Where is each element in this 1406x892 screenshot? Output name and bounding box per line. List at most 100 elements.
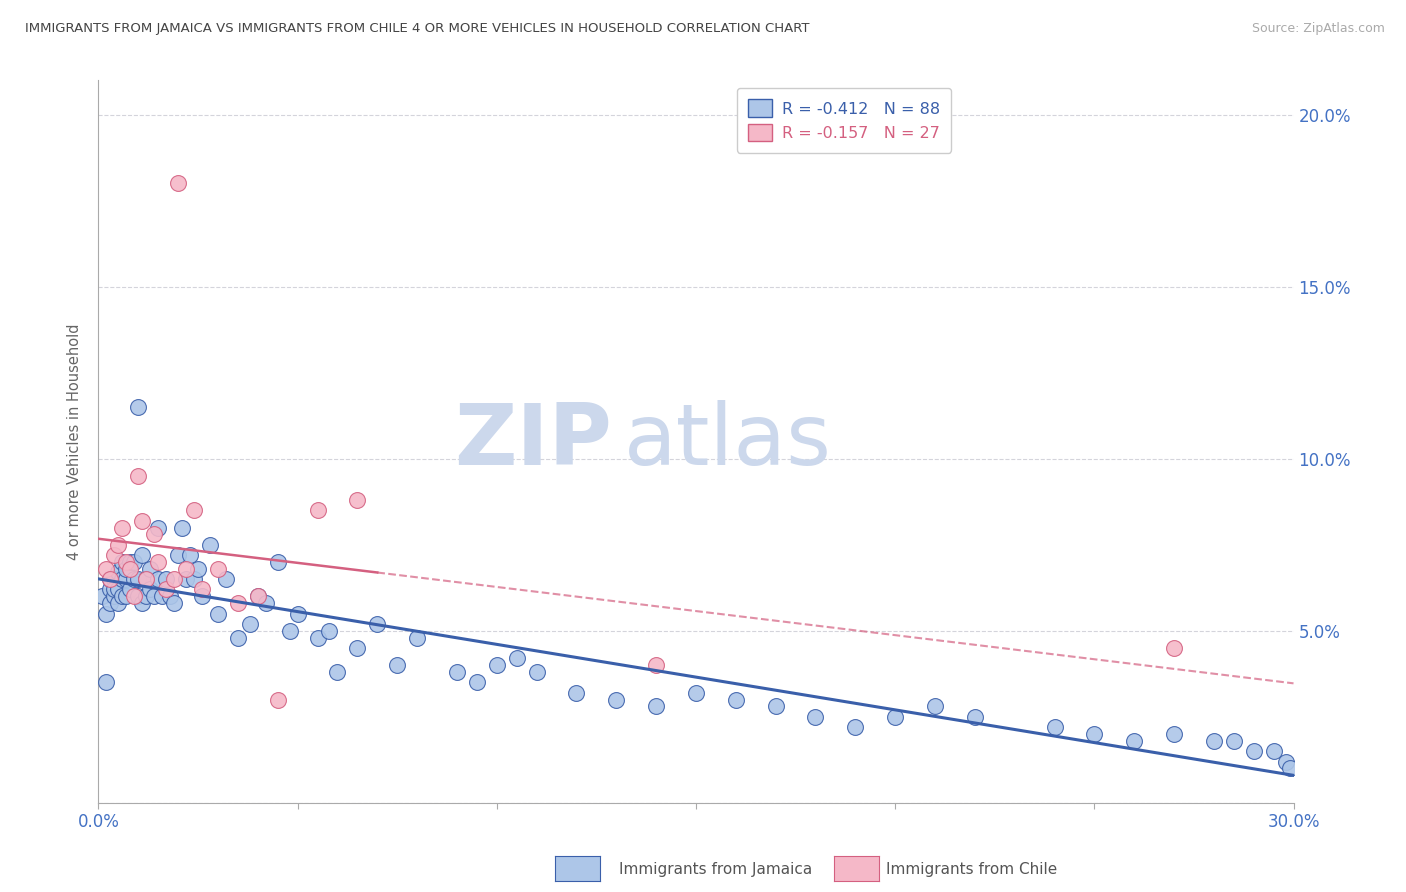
Point bbox=[127, 469, 149, 483]
Point bbox=[111, 555, 134, 569]
Point bbox=[179, 548, 201, 562]
Point bbox=[103, 572, 125, 586]
Point bbox=[98, 572, 122, 586]
Point bbox=[963, 710, 986, 724]
Point bbox=[139, 582, 162, 597]
Point bbox=[96, 562, 118, 576]
Point bbox=[1163, 727, 1185, 741]
Point bbox=[1223, 734, 1246, 748]
Point bbox=[155, 582, 177, 597]
Point bbox=[307, 503, 329, 517]
Point bbox=[96, 675, 118, 690]
Point bbox=[120, 562, 142, 576]
Point bbox=[1274, 755, 1296, 769]
Point bbox=[605, 692, 627, 706]
Point bbox=[645, 658, 668, 673]
Point bbox=[107, 596, 129, 610]
Point bbox=[98, 572, 122, 586]
Point bbox=[884, 710, 907, 724]
Point bbox=[724, 692, 747, 706]
Point bbox=[172, 520, 194, 534]
Point bbox=[844, 720, 866, 734]
Point bbox=[98, 582, 122, 597]
Point bbox=[167, 548, 190, 562]
Point bbox=[1263, 744, 1285, 758]
Point bbox=[131, 596, 153, 610]
Point bbox=[183, 503, 205, 517]
Point bbox=[326, 665, 349, 679]
Point bbox=[135, 572, 157, 586]
Point bbox=[187, 562, 209, 576]
Point bbox=[127, 400, 149, 414]
Point bbox=[111, 572, 134, 586]
Point bbox=[183, 572, 205, 586]
Text: Immigrants from Chile: Immigrants from Chile bbox=[886, 863, 1057, 877]
Point bbox=[115, 555, 138, 569]
Point bbox=[148, 555, 170, 569]
Point bbox=[366, 616, 388, 631]
Point bbox=[924, 699, 946, 714]
Y-axis label: 4 or more Vehicles in Household: 4 or more Vehicles in Household bbox=[67, 323, 83, 560]
Point bbox=[254, 596, 277, 610]
Point bbox=[107, 582, 129, 597]
Point bbox=[120, 582, 142, 597]
Point bbox=[198, 538, 221, 552]
Point bbox=[1043, 720, 1066, 734]
Point bbox=[207, 607, 229, 621]
Point bbox=[1278, 761, 1301, 775]
Point bbox=[685, 686, 707, 700]
Text: Source: ZipAtlas.com: Source: ZipAtlas.com bbox=[1251, 22, 1385, 36]
Point bbox=[1163, 640, 1185, 655]
Point bbox=[131, 514, 153, 528]
Point bbox=[765, 699, 787, 714]
Point bbox=[1083, 727, 1105, 741]
Point bbox=[139, 562, 162, 576]
Point bbox=[191, 582, 214, 597]
Point bbox=[191, 590, 214, 604]
Point bbox=[246, 590, 269, 604]
Point bbox=[207, 562, 229, 576]
Point bbox=[143, 527, 166, 541]
Point bbox=[91, 590, 114, 604]
Text: Immigrants from Jamaica: Immigrants from Jamaica bbox=[619, 863, 811, 877]
Point bbox=[127, 572, 149, 586]
Point bbox=[111, 520, 134, 534]
Point bbox=[645, 699, 668, 714]
Point bbox=[96, 607, 118, 621]
Point bbox=[124, 572, 146, 586]
Text: ZIP: ZIP bbox=[454, 400, 613, 483]
Point bbox=[506, 651, 529, 665]
Text: atlas: atlas bbox=[624, 400, 832, 483]
Point bbox=[485, 658, 508, 673]
Point bbox=[226, 631, 249, 645]
Point bbox=[167, 177, 190, 191]
Point bbox=[124, 555, 146, 569]
Point bbox=[267, 555, 290, 569]
Point bbox=[163, 572, 186, 586]
Point bbox=[239, 616, 262, 631]
Point bbox=[150, 590, 173, 604]
Point bbox=[307, 631, 329, 645]
Point bbox=[111, 590, 134, 604]
Point bbox=[1202, 734, 1225, 748]
Point bbox=[278, 624, 301, 638]
Point bbox=[143, 590, 166, 604]
Point bbox=[155, 572, 177, 586]
Point bbox=[135, 572, 157, 586]
Point bbox=[246, 590, 269, 604]
Point bbox=[115, 590, 138, 604]
Point bbox=[804, 710, 827, 724]
Point bbox=[406, 631, 429, 645]
Point bbox=[159, 590, 181, 604]
Point bbox=[174, 572, 197, 586]
Point bbox=[148, 572, 170, 586]
Point bbox=[1243, 744, 1265, 758]
Point bbox=[346, 640, 368, 655]
Point bbox=[1123, 734, 1146, 748]
Point bbox=[318, 624, 340, 638]
Point bbox=[385, 658, 409, 673]
Point bbox=[346, 493, 368, 508]
Point bbox=[226, 596, 249, 610]
Point bbox=[127, 590, 149, 604]
Point bbox=[107, 538, 129, 552]
